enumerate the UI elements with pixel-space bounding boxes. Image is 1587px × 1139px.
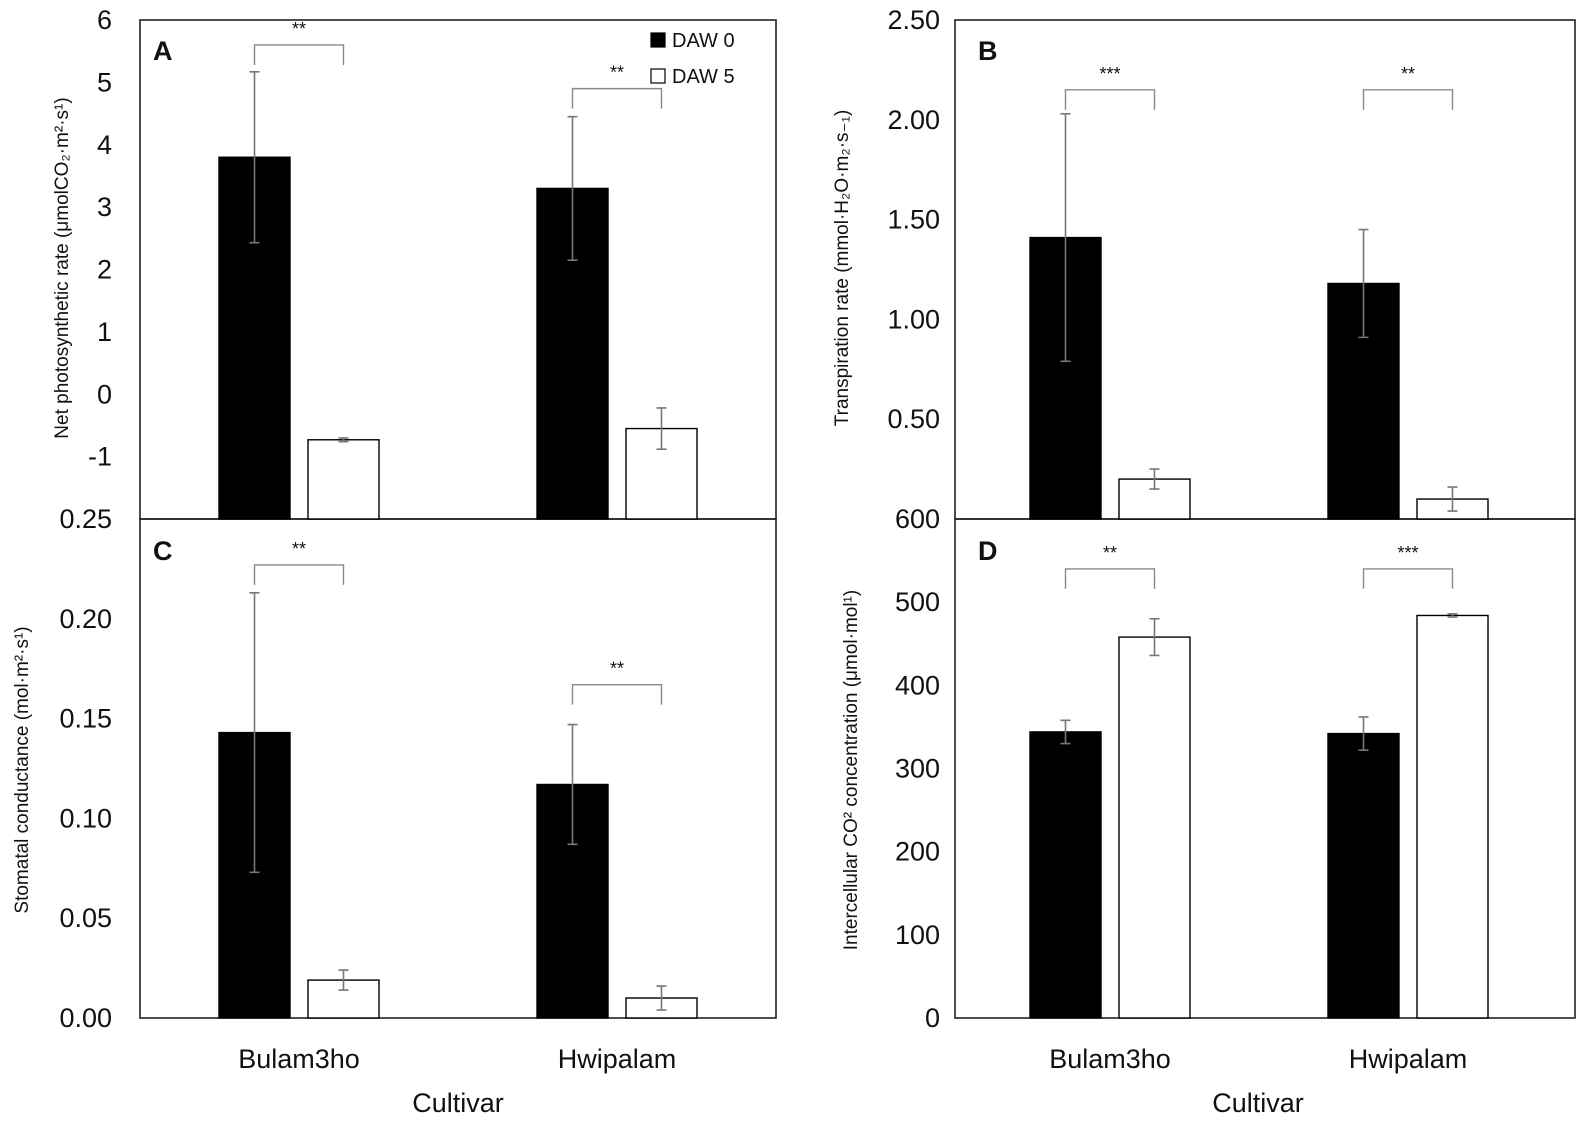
panel-a-error-bar <box>567 115 578 261</box>
panel-b-error-bar <box>1447 486 1458 512</box>
panel-c-xcat-bulam3ho: Bulam3ho <box>238 1044 360 1074</box>
panel-c-error-bar <box>249 592 260 874</box>
panel-a-error-bar <box>249 70 260 244</box>
panel-c-xcat-hwipalam: Hwipalam <box>558 1044 677 1074</box>
panel-c-ytick-label: 0.00 <box>59 1003 112 1033</box>
panel-d-significance-label: ** <box>1103 543 1117 563</box>
panel-b-ytick-label: 1.50 <box>887 205 940 235</box>
panel-c-significance-label: ** <box>610 659 624 679</box>
panel-b-error-bar <box>1060 113 1071 363</box>
panel-d-ytick-label: 0 <box>925 1003 940 1033</box>
panel-b-significance-bracket <box>1064 89 1156 110</box>
legend-label-daw0: DAW 0 <box>672 30 735 52</box>
panel-b-error-bar <box>1149 468 1160 490</box>
panel-a-error-bar <box>338 437 349 443</box>
panel-c-significance-label: ** <box>292 539 306 559</box>
panel-d-frame <box>954 518 1576 1019</box>
panel-d-xcat-bulam3ho: Bulam3ho <box>1049 1044 1171 1074</box>
legend-swatch-daw0 <box>650 32 666 48</box>
panel-c-ytick-label: 0.05 <box>59 903 112 933</box>
panel-a-bar-daw5 <box>307 439 380 520</box>
panel-c-xtitle: Cultivar <box>412 1088 504 1118</box>
panel-d-significance-label: *** <box>1397 543 1418 563</box>
panel-a-letter: A <box>153 36 173 66</box>
panel-d-error-bar <box>1149 618 1160 657</box>
panel-d-bar-daw0 <box>1029 731 1102 1019</box>
panel-d-ytick-label: 300 <box>895 754 940 784</box>
panel-d-bar-daw5 <box>1416 614 1489 1019</box>
panel-d-ytick-label: 200 <box>895 837 940 867</box>
panel-d-significance-bracket <box>1362 568 1454 589</box>
panel-a-ylabel: Net photosynthetic rate (μmolCO₂·m²·s¹) <box>52 97 73 438</box>
panel-a-ytick-label: 5 <box>97 67 112 97</box>
panel-b-ytick-label: 1.00 <box>887 304 940 334</box>
panel-c-ytick-label: 0.20 <box>59 604 112 634</box>
panel-c-error-bar <box>656 985 667 1011</box>
panel-a-ytick-label: 6 <box>97 5 112 35</box>
panel-d-error-bar <box>1060 719 1071 745</box>
panel-c-ytick-label: 0.10 <box>59 803 112 833</box>
panel-d-significance-bracket <box>1064 568 1156 589</box>
panel-c-significance-bracket <box>571 683 663 705</box>
panel-b-ytick-label: 0.50 <box>887 404 940 434</box>
panel-a-significance-bracket <box>253 44 345 65</box>
panel-c-error-bar <box>567 723 578 846</box>
panel-d-ytick-label: 400 <box>895 670 940 700</box>
panel-b-error-bar <box>1358 228 1369 339</box>
panel-b-ytick-label: 2.50 <box>887 5 940 35</box>
panel-d-bar-daw0 <box>1327 732 1400 1019</box>
panel-c-frame <box>139 518 777 1019</box>
panel-a-ytick-label: -1 <box>88 442 112 472</box>
panel-a-ytick-label: 4 <box>97 130 112 160</box>
panel-d-xcat-hwipalam: Hwipalam <box>1349 1044 1468 1074</box>
panel-d-letter: D <box>978 536 998 566</box>
panel-d-bar-daw5 <box>1118 636 1191 1019</box>
panel-b-significance-bracket <box>1362 89 1454 110</box>
legend-label-daw5: DAW 5 <box>672 66 735 88</box>
panel-c-error-bar <box>338 969 349 991</box>
panel-c-significance-bracket <box>253 564 345 585</box>
panel-d-error-bar <box>1447 613 1458 618</box>
panel-b-ylabel: Transpiration rate (mmol·H₂O·m₂·s₋₁) <box>832 110 853 427</box>
panel-d-ytick-label: 600 <box>895 504 940 534</box>
panel-a-error-bar <box>656 407 667 450</box>
panel-a-significance-label: ** <box>292 19 306 39</box>
panel-a-ytick-label: 2 <box>97 255 112 285</box>
panel-d-ytick-label: 100 <box>895 920 940 950</box>
panel-c-ylabel: Stomatal conductance (mol·m²·s¹) <box>12 626 33 913</box>
panel-c-ytick-label: 0.15 <box>59 704 112 734</box>
panel-d-ylabel: Intercellular CO² concentration (μmol·mo… <box>841 590 862 950</box>
panel-a-significance-label: ** <box>610 63 624 83</box>
panel-b-significance-label: *** <box>1099 64 1120 84</box>
legend-swatch-daw5 <box>650 68 666 84</box>
panel-d-xtitle: Cultivar <box>1212 1088 1304 1118</box>
panel-c-ytick-label: 0.25 <box>59 504 112 534</box>
panel-b-ytick-label: 2.00 <box>887 105 940 135</box>
panel-b-significance-label: ** <box>1401 64 1415 84</box>
panel-a-ytick-label: 1 <box>97 317 112 347</box>
panel-b-letter: B <box>978 36 998 66</box>
panel-a-significance-bracket <box>571 87 663 109</box>
panel-d-ytick-label: 500 <box>895 587 940 617</box>
panel-d-error-bar <box>1358 716 1369 752</box>
panel-a-ytick-label: 0 <box>97 379 112 409</box>
panel-c-letter: C <box>153 536 173 566</box>
panel-a-ytick-label: 3 <box>97 192 112 222</box>
